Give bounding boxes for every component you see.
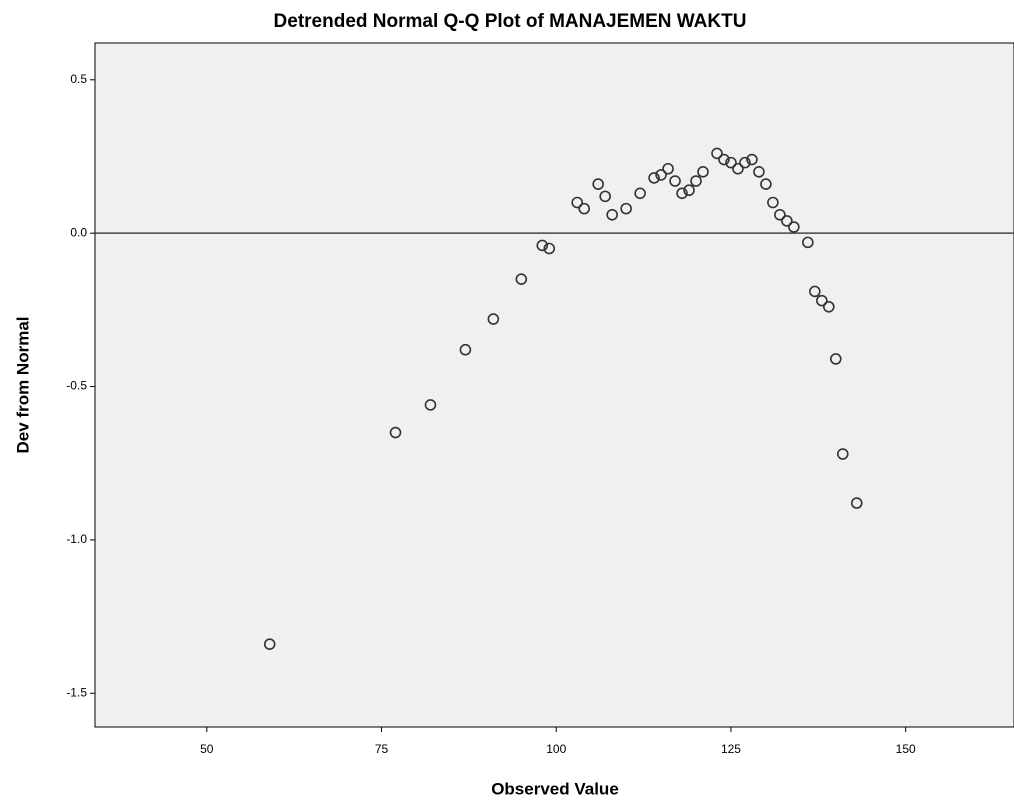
point <box>809 285 821 298</box>
y-tick-label: 0.5 <box>70 72 87 86</box>
point <box>732 162 744 175</box>
point <box>487 313 500 325</box>
point <box>802 236 814 249</box>
point <box>739 156 751 169</box>
point <box>760 178 772 190</box>
point <box>788 221 800 233</box>
point <box>515 273 528 285</box>
point <box>746 153 758 166</box>
y-tick-label: 0.0 <box>70 225 87 239</box>
point <box>850 497 863 509</box>
point <box>606 208 618 221</box>
point <box>774 208 786 221</box>
point <box>816 294 828 307</box>
y-tick-label: -0.5 <box>66 379 87 393</box>
point <box>536 239 549 252</box>
point <box>669 175 681 187</box>
x-tick-label: 150 <box>896 742 916 756</box>
chart-title: Detrended Normal Q-Q Plot of MANAJEMEN W… <box>274 11 747 32</box>
point <box>459 343 472 356</box>
y-tick-label: -1.5 <box>66 685 87 699</box>
point <box>711 147 723 160</box>
point <box>634 187 646 200</box>
point <box>389 426 402 439</box>
point <box>592 178 604 190</box>
point <box>424 399 437 411</box>
point <box>767 196 779 209</box>
point <box>725 156 737 169</box>
x-axis-title: Observed Value <box>491 779 619 798</box>
x-tick-label: 75 <box>375 742 389 756</box>
point <box>655 169 667 181</box>
point <box>718 153 730 166</box>
point <box>648 172 660 184</box>
point <box>781 215 793 227</box>
y-axis-title: Dev from Normal <box>13 317 32 454</box>
point <box>578 202 591 215</box>
point <box>263 638 276 650</box>
point <box>697 166 709 178</box>
point <box>571 196 584 209</box>
point <box>836 448 849 460</box>
point <box>599 190 611 203</box>
point <box>543 242 556 255</box>
point <box>829 353 842 365</box>
point <box>676 187 688 200</box>
plot-area <box>94 42 1014 728</box>
x-tick-label: 50 <box>200 742 214 756</box>
point <box>823 300 835 313</box>
point <box>662 162 674 175</box>
y-tick-label: -1.0 <box>66 532 87 546</box>
x-tick-label: 125 <box>721 742 741 756</box>
point <box>753 166 765 178</box>
point <box>683 184 695 197</box>
x-tick-label: 100 <box>546 742 566 756</box>
point <box>690 175 702 187</box>
point <box>620 202 632 215</box>
